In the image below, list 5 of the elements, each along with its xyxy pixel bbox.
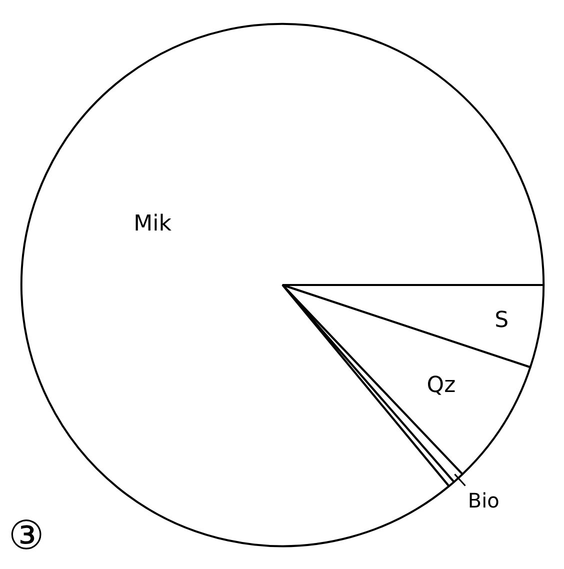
text: ③ (8, 513, 44, 560)
slice-label: S (494, 308, 509, 333)
slice-label: Qz (426, 373, 456, 398)
slice-label: Mik (134, 211, 172, 236)
slice-label: Bio (468, 488, 500, 512)
